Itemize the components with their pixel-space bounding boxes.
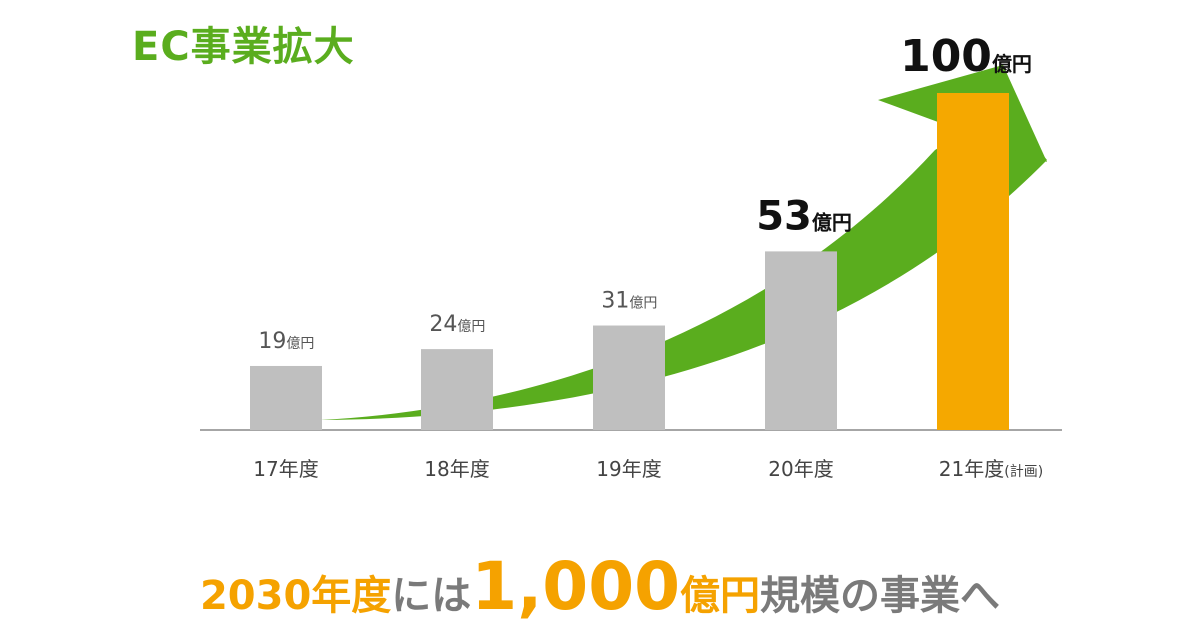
bar-17年度 [250,365,322,430]
category-label: 20年度 [768,457,833,481]
bar-18年度 [421,349,493,430]
category-label: 21年度(計画) [939,457,1043,481]
value-label: 24億円 [429,312,485,337]
bar-chart: 19億円 17年度 24億円 18年度 31億円 19年度 53億円 20年度 100億円 21年… [200,31,1062,481]
bar-19年度 [593,325,665,430]
footer-slogan: 2030年度には1,000億円規模の事業へ [0,548,1200,625]
value-label: 19億円 [258,329,314,354]
page-title: EC事業拡大 [132,24,355,70]
bar-20年度 [765,251,837,430]
footer-year: 2030年度 [199,573,392,619]
value-label: 31億円 [601,289,657,314]
category-label: 18年度 [424,457,489,481]
footer-amount: 1,000 [471,548,681,625]
footer-tail: 規模の事業へ [760,573,1001,619]
value-label: 53億円 [756,193,852,239]
footer-unit: 億円 [680,573,761,619]
category-label: 17年度 [253,457,318,481]
footer-mid: には [391,573,472,619]
category-label: 19年度 [596,457,661,481]
value-label: 100億円 [900,31,1032,82]
bar-21年度 [937,93,1009,430]
